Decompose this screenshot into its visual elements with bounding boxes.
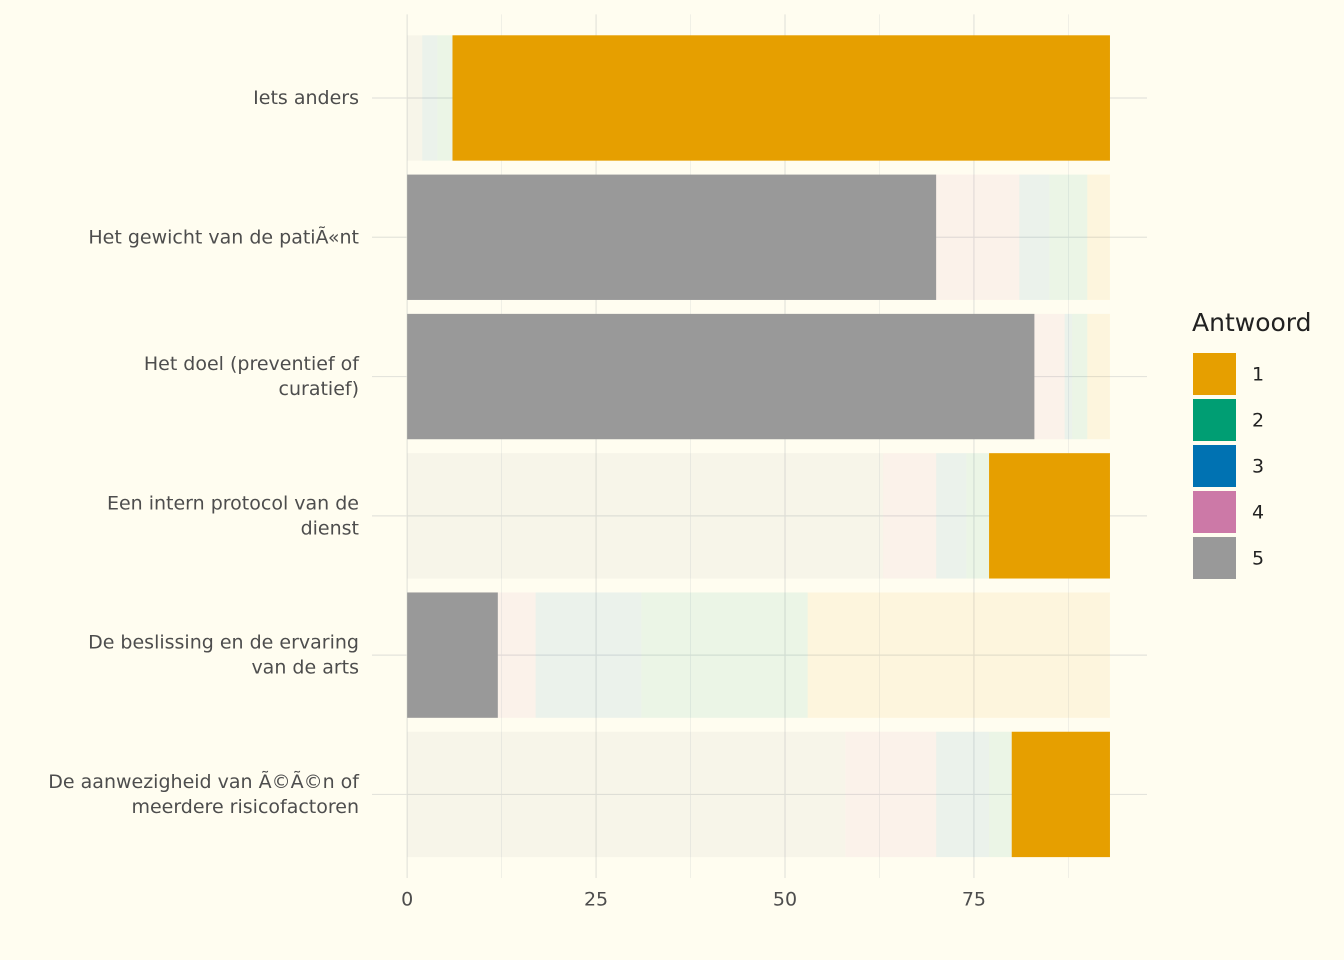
legend-label: 5 [1252, 548, 1264, 570]
bar-segment [1011, 731, 1110, 858]
bar-segment [936, 174, 1020, 300]
bar-segment [407, 453, 884, 579]
bar-segment [1064, 313, 1073, 440]
bar-segment [989, 453, 1110, 579]
bar-segment [422, 35, 438, 161]
y-tick-label-line: van de arts [251, 656, 359, 678]
bar-segment [407, 313, 1035, 440]
bar-segment [1049, 174, 1088, 300]
y-tick-label: Het gewicht van de patiÃ«nt [88, 225, 359, 248]
y-tick-label-line: meerdere risicofactoren [131, 795, 359, 817]
y-tick-label: Het doel (preventief of curatief) [144, 353, 360, 400]
y-tick-label-line: dienst [301, 517, 359, 539]
bar-segment [989, 731, 1012, 858]
y-tick-label: Een intern protocol van de dienst [107, 492, 359, 539]
bar-segment [407, 592, 498, 718]
bar-segment [407, 174, 937, 300]
x-tick-label: 75 [962, 889, 986, 911]
bar-segment [437, 35, 453, 161]
legend-label: 3 [1252, 456, 1264, 478]
bar-segment [535, 592, 642, 718]
legend-key [1193, 491, 1236, 533]
bar-segment [407, 731, 846, 858]
bar-segment [936, 453, 967, 579]
bar-segment [1019, 174, 1050, 300]
bar-segment [1072, 313, 1088, 440]
bar-segment [845, 731, 937, 858]
y-tick-label-line: Iets anders [253, 86, 359, 108]
y-tick-label: De beslissing en de ervaring van de arts [88, 631, 359, 678]
bar-segment [936, 731, 990, 858]
x-tick-label: 0 [401, 889, 413, 911]
bar-segment [807, 592, 1110, 718]
legend-key [1193, 399, 1236, 441]
y-tick-label-line: Het gewicht van de patiÃ«nt [88, 225, 359, 248]
x-tick-label: 50 [773, 889, 797, 911]
legend-label: 2 [1252, 410, 1264, 432]
bar-segment [452, 35, 1110, 161]
x-tick-label: 25 [584, 889, 608, 911]
y-tick-label-line: curatief) [279, 378, 359, 400]
y-tick-label-line: Een intern protocol van de [107, 492, 359, 514]
y-tick-label: De aanwezigheid van Ã©Ã©n of meerdere ris… [48, 769, 360, 817]
bar-segment [497, 592, 536, 718]
bar-segment [883, 453, 937, 579]
legend-key [1193, 353, 1236, 395]
legend-title: Antwoord [1192, 308, 1312, 337]
legend-label: 4 [1252, 502, 1264, 524]
y-tick-label-line: De beslissing en de ervaring [88, 631, 359, 653]
bar-segment [1034, 313, 1065, 440]
bar-segment [641, 592, 808, 718]
y-tick-label-line: Het doel (preventief of [144, 353, 360, 375]
bar-segment [1087, 313, 1110, 440]
legend-key [1193, 445, 1236, 487]
bar-segment [966, 453, 990, 579]
legend-label: 1 [1252, 364, 1264, 386]
bar-segment [1087, 174, 1110, 300]
y-tick-label-line: De aanwezigheid van Ã©Ã©n of [48, 769, 360, 792]
y-tick-label: Iets anders [253, 86, 359, 108]
legend-key [1193, 537, 1236, 579]
bar-segment [407, 35, 423, 161]
